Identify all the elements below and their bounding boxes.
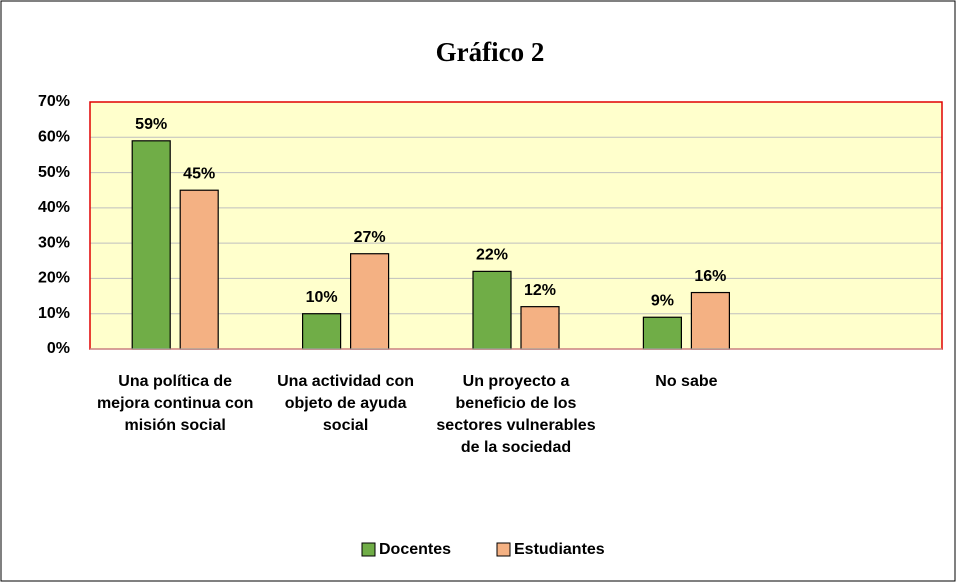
legend-swatch [496, 542, 511, 557]
data-label: 10% [306, 289, 338, 306]
y-tick-label: 20% [38, 270, 70, 287]
y-tick-label: 40% [38, 199, 70, 216]
bar [131, 140, 171, 350]
x-tick-label: Una política de mejora continua con misi… [96, 373, 254, 434]
data-label: 59% [135, 116, 167, 133]
bar [179, 189, 219, 350]
x-tick-label: Una actividad con objeto de ayuda social [277, 373, 415, 434]
y-tick-label: 60% [38, 129, 70, 146]
y-tick-label: 30% [38, 234, 70, 251]
bar [350, 253, 390, 350]
y-tick-label: 0% [47, 340, 70, 357]
y-tick-label: 50% [38, 164, 70, 181]
data-label: 16% [694, 268, 726, 285]
plot-area [90, 102, 942, 349]
y-tick-label: 70% [38, 93, 70, 110]
bar [472, 270, 512, 350]
x-tick-label: Un proyecto a beneficio de los sectores … [436, 373, 596, 456]
legend-label: Docentes [379, 541, 451, 558]
data-label: 27% [354, 229, 386, 246]
data-label: 12% [524, 282, 556, 299]
data-label: 22% [476, 247, 508, 264]
bar [642, 316, 683, 350]
bar [302, 313, 342, 350]
legend-label: Estudiantes [514, 541, 605, 558]
data-label: 9% [651, 292, 674, 309]
x-tick-label: No sabe [655, 373, 718, 390]
chart-title: Gráfico 2 [436, 37, 545, 67]
bar [520, 306, 560, 350]
legend-swatch [361, 542, 376, 557]
y-tick-label: 10% [38, 305, 70, 322]
data-label: 45% [183, 165, 215, 182]
bar [690, 291, 731, 350]
